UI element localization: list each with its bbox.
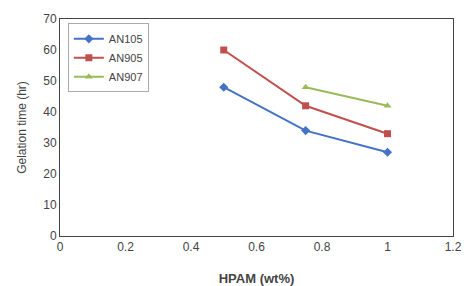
svg-text:1.2: 1.2 [445,240,462,254]
svg-text:20: 20 [43,167,57,181]
svg-text:30: 30 [43,136,57,150]
svg-text:0.8: 0.8 [314,240,331,254]
svg-text:0: 0 [57,240,64,254]
svg-text:Gelation time (hr): Gelation time (hr) [15,81,29,174]
svg-text:40: 40 [43,105,57,119]
svg-text:0: 0 [50,229,57,243]
svg-text:50: 50 [43,74,57,88]
svg-text:AN105: AN105 [109,33,143,45]
svg-text:AN907: AN907 [109,71,143,83]
svg-text:AN905: AN905 [109,52,143,64]
svg-text:10: 10 [43,198,57,212]
svg-text:0.2: 0.2 [117,240,134,254]
svg-text:0.4: 0.4 [183,240,200,254]
svg-text:HPAM (wt%): HPAM (wt%) [219,271,295,286]
svg-text:1: 1 [384,240,391,254]
svg-text:70: 70 [43,12,57,26]
svg-text:0.6: 0.6 [248,240,265,254]
svg-text:60: 60 [43,43,57,57]
